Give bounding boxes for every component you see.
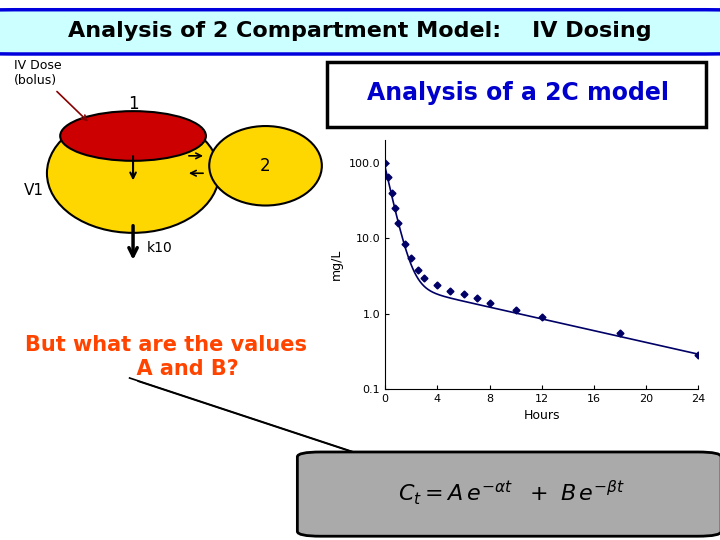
Ellipse shape — [60, 111, 206, 161]
Ellipse shape — [47, 113, 219, 233]
FancyBboxPatch shape — [297, 452, 720, 536]
Text: $C_t = A\,e^{-\alpha t}\ \ +\ B\,e^{-\beta t}$: $C_t = A\,e^{-\alpha t}\ \ +\ B\,e^{-\be… — [397, 478, 625, 507]
Text: V1: V1 — [24, 183, 44, 198]
Text: k10: k10 — [146, 241, 172, 255]
Ellipse shape — [210, 126, 322, 206]
FancyBboxPatch shape — [328, 62, 706, 127]
Text: 2: 2 — [260, 157, 271, 175]
Text: IV Dose
(bolus): IV Dose (bolus) — [14, 59, 86, 120]
Text: But what are the values
      A and B?: But what are the values A and B? — [24, 335, 307, 379]
Y-axis label: mg/L: mg/L — [330, 249, 343, 280]
Text: 1: 1 — [127, 94, 138, 113]
Text: Analysis of 2 Compartment Model:    IV Dosing: Analysis of 2 Compartment Model: IV Dosi… — [68, 21, 652, 41]
X-axis label: Hours: Hours — [523, 409, 560, 422]
FancyBboxPatch shape — [0, 10, 720, 54]
Text: Analysis of a 2C model: Analysis of a 2C model — [367, 81, 670, 105]
